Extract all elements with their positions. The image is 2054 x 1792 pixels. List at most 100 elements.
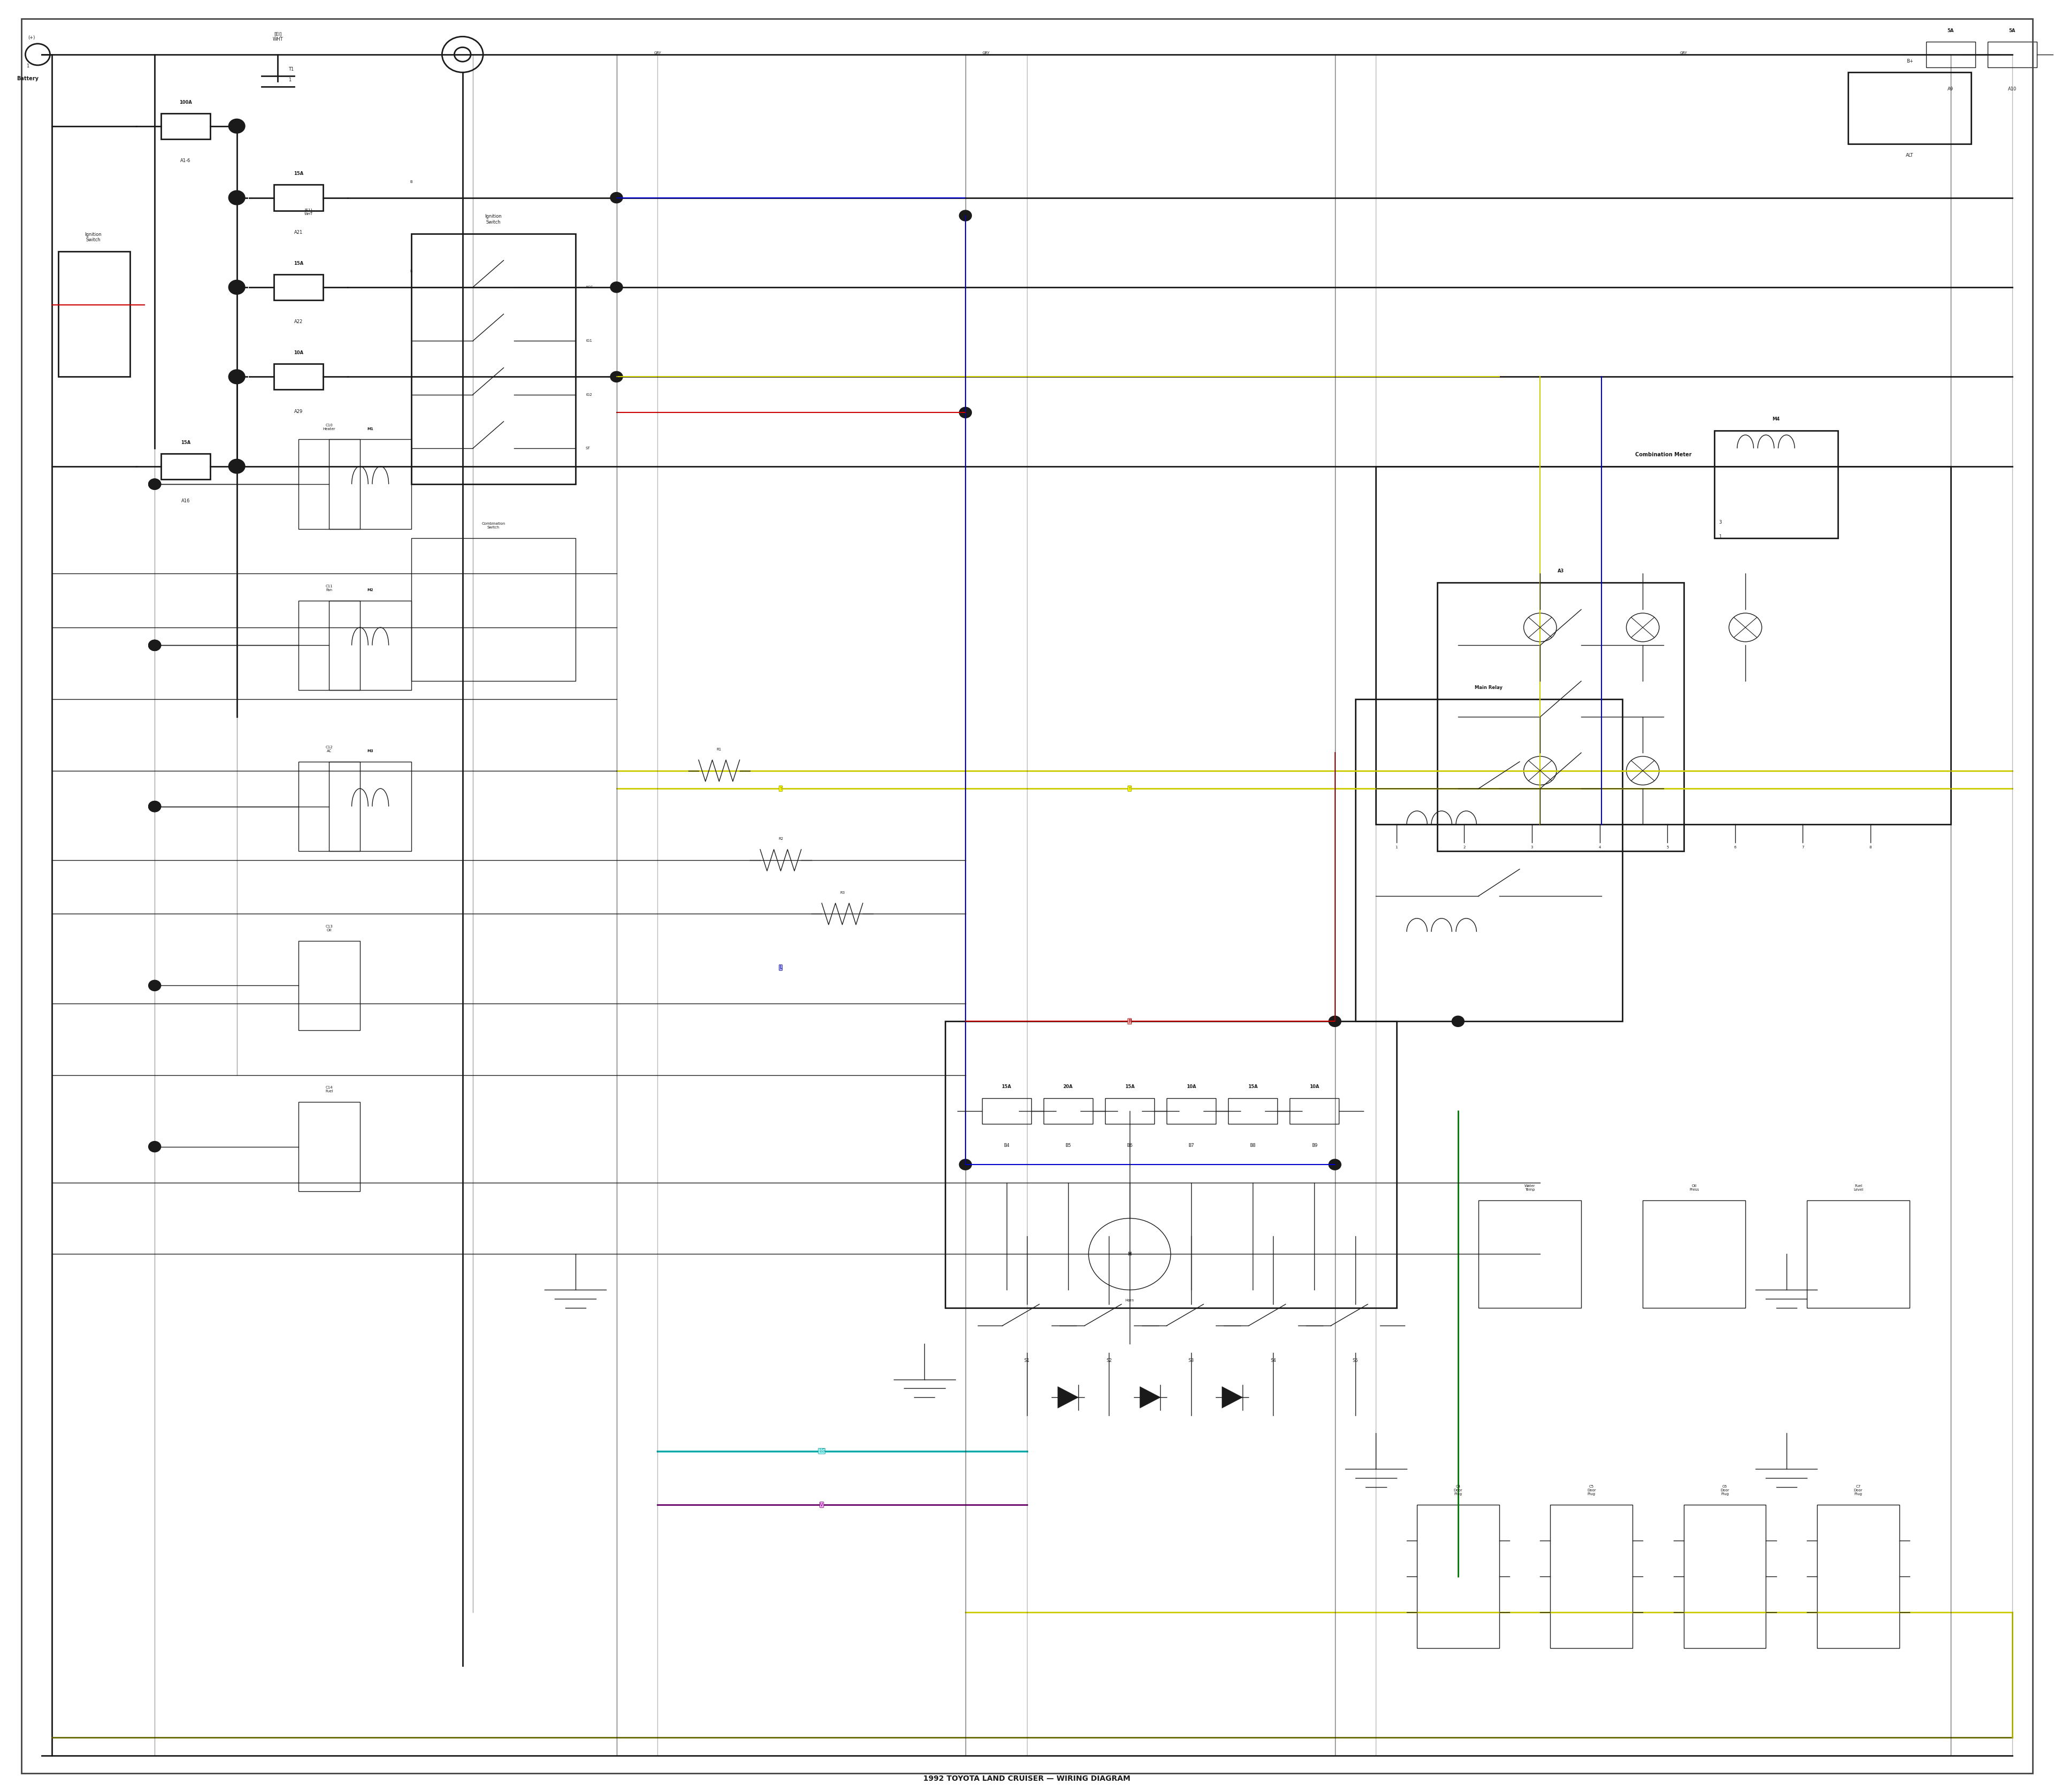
Text: 15A: 15A: [1002, 1084, 1011, 1090]
Text: C5
Door
Plug: C5 Door Plug: [1588, 1486, 1596, 1496]
Bar: [273, 364, 322, 389]
Text: 1: 1: [1395, 846, 1397, 849]
Bar: [160, 453, 210, 478]
Text: (+): (+): [29, 36, 35, 39]
Bar: [1715, 430, 1838, 538]
Text: GRY: GRY: [982, 52, 990, 54]
Text: 15A: 15A: [181, 441, 191, 444]
Text: H: H: [1128, 1251, 1132, 1256]
Text: Water
Temp: Water Temp: [1524, 1185, 1534, 1192]
Text: A16: A16: [181, 498, 189, 504]
Circle shape: [228, 118, 244, 133]
Bar: [1167, 1098, 1216, 1124]
Bar: [1438, 582, 1684, 851]
Bar: [1356, 699, 1623, 1021]
Text: Ignition
Switch: Ignition Switch: [485, 215, 501, 224]
Text: 8: 8: [1869, 846, 1871, 849]
Polygon shape: [1140, 1387, 1161, 1409]
Bar: [160, 113, 210, 140]
Text: R2: R2: [778, 837, 783, 840]
Text: R: R: [1128, 1020, 1132, 1023]
Text: M3: M3: [368, 749, 374, 753]
Text: B8: B8: [1249, 1143, 1255, 1149]
Bar: [298, 439, 359, 529]
Text: Combination
Switch: Combination Switch: [481, 521, 505, 529]
Circle shape: [1329, 1159, 1341, 1170]
Circle shape: [148, 478, 160, 489]
Text: 15A: 15A: [1249, 1084, 1257, 1090]
Text: 6: 6: [1734, 846, 1736, 849]
Bar: [1643, 1201, 1746, 1308]
Text: S5: S5: [1354, 1358, 1358, 1362]
Bar: [1043, 1098, 1093, 1124]
Text: B: B: [411, 269, 413, 272]
Text: M2: M2: [368, 588, 374, 591]
Bar: [1105, 1098, 1154, 1124]
Bar: [1290, 1098, 1339, 1124]
Bar: [1927, 41, 1976, 68]
Circle shape: [1329, 1016, 1341, 1027]
Text: A21: A21: [294, 229, 302, 235]
Text: T1: T1: [288, 66, 294, 72]
Bar: [58, 251, 129, 376]
Text: A22: A22: [294, 319, 302, 324]
Circle shape: [610, 371, 622, 382]
Text: Ignition
Switch: Ignition Switch: [84, 233, 101, 242]
Text: 20A: 20A: [1064, 1084, 1072, 1090]
Bar: [1684, 1505, 1766, 1649]
Text: ALT: ALT: [1906, 152, 1914, 158]
Text: R1: R1: [717, 747, 721, 751]
Text: 3: 3: [1719, 520, 1721, 525]
Text: C6
Door
Plug: C6 Door Plug: [1721, 1486, 1729, 1496]
Bar: [411, 538, 575, 681]
Text: C14
Fuel: C14 Fuel: [325, 1086, 333, 1093]
Bar: [1988, 41, 2038, 68]
Circle shape: [148, 980, 160, 991]
Circle shape: [959, 407, 972, 418]
Bar: [1376, 466, 1951, 824]
Circle shape: [959, 1159, 972, 1170]
Circle shape: [1452, 1016, 1465, 1027]
Bar: [1818, 1505, 1900, 1649]
Circle shape: [959, 210, 972, 220]
Text: A9: A9: [1947, 86, 1953, 91]
Circle shape: [228, 369, 244, 383]
Bar: [298, 600, 359, 690]
Bar: [329, 762, 411, 851]
Text: 1: 1: [27, 63, 29, 68]
Bar: [1849, 72, 1972, 143]
Text: ACC: ACC: [585, 285, 594, 289]
Bar: [1551, 1505, 1633, 1649]
Text: S3: S3: [1189, 1358, 1193, 1362]
Text: LG: LG: [820, 1448, 826, 1453]
Text: 10A: 10A: [294, 351, 304, 355]
Text: Oil
Press: Oil Press: [1688, 1185, 1699, 1192]
Text: 15A: 15A: [1126, 1084, 1134, 1090]
Bar: [298, 762, 359, 851]
Text: B+: B+: [1906, 59, 1912, 63]
Text: C13
Oil: C13 Oil: [325, 925, 333, 932]
Text: C7
Door
Plug: C7 Door Plug: [1855, 1486, 1863, 1496]
Text: 100A: 100A: [179, 100, 191, 104]
Text: B5: B5: [1066, 1143, 1070, 1149]
Text: Main Relay: Main Relay: [1475, 685, 1504, 690]
Bar: [982, 1098, 1031, 1124]
Text: B6: B6: [1126, 1143, 1132, 1149]
Text: L: L: [778, 966, 783, 969]
Text: A10: A10: [2009, 86, 2017, 91]
Text: 3: 3: [1530, 846, 1532, 849]
Text: Battery: Battery: [16, 75, 39, 81]
Bar: [411, 233, 575, 484]
Bar: [945, 1021, 1397, 1308]
Text: C4
Door
Plug: C4 Door Plug: [1454, 1486, 1462, 1496]
Bar: [273, 185, 322, 211]
Text: GRY: GRY: [653, 52, 661, 54]
Text: 4: 4: [1598, 846, 1600, 849]
Circle shape: [610, 192, 622, 202]
Text: Combination Meter: Combination Meter: [1635, 452, 1692, 457]
Text: C10
Heater: C10 Heater: [322, 423, 335, 430]
Text: Y: Y: [1128, 787, 1132, 790]
Text: 10A: 10A: [1310, 1084, 1319, 1090]
Text: 5A: 5A: [1947, 29, 1953, 32]
Circle shape: [610, 281, 622, 292]
